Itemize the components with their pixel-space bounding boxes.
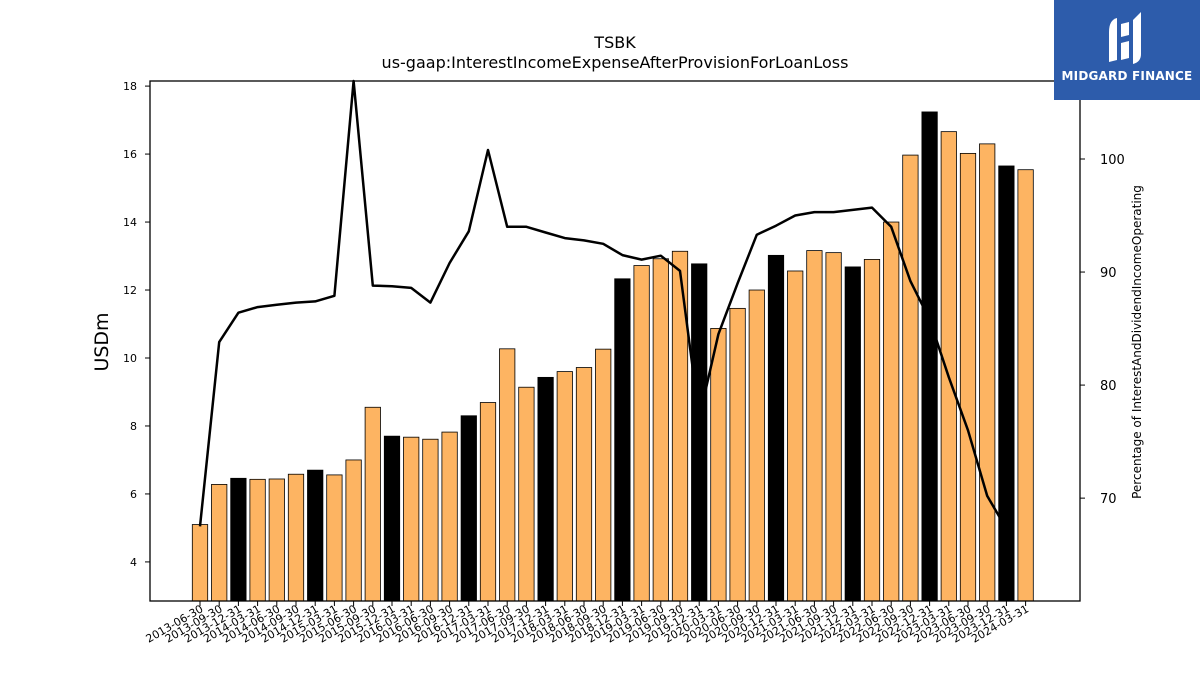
y-tick-label: 4 (130, 556, 137, 569)
bar (748, 289, 765, 602)
bar (345, 459, 362, 602)
bar (959, 152, 977, 602)
bar (422, 438, 439, 602)
y-tick-label: 6 (130, 488, 137, 501)
bar (883, 221, 900, 602)
bar (326, 474, 343, 602)
bar (364, 406, 381, 602)
y-tick-label: 16 (123, 148, 137, 161)
bar (902, 154, 919, 602)
bar (710, 328, 727, 602)
bar (499, 348, 516, 602)
bar (268, 478, 285, 602)
bar (825, 252, 842, 602)
bar (575, 367, 593, 602)
bar (518, 386, 535, 602)
brand-logo: MIDGARD FINANCE (1054, 0, 1200, 100)
logo-mark-icon (1109, 12, 1141, 64)
bar (403, 436, 420, 602)
y-tick-label: 18 (123, 80, 137, 93)
bar (211, 484, 228, 602)
y-tick-label: 12 (123, 284, 137, 297)
y2-tick-label: 90 (1100, 266, 1117, 281)
bar (537, 376, 554, 602)
bar (460, 415, 477, 602)
bar (249, 478, 266, 602)
bar (230, 477, 247, 602)
bar (307, 469, 324, 602)
bar (652, 258, 669, 602)
bar (787, 270, 804, 602)
bar (614, 278, 631, 602)
bar (921, 111, 938, 602)
bar (998, 165, 1015, 602)
bar (441, 431, 458, 602)
bar (595, 348, 612, 602)
bar (729, 307, 746, 602)
series-line (198, 79, 1008, 530)
chart-title: TSBK (594, 33, 636, 52)
plot-frame (149, 80, 1081, 602)
bar (479, 402, 497, 602)
bar (940, 131, 957, 602)
bar (691, 263, 708, 602)
bar (767, 254, 785, 602)
logo-text: MIDGARD FINANCE (1061, 69, 1193, 83)
bar (979, 143, 996, 602)
bar (863, 259, 881, 602)
bar (556, 371, 573, 602)
y2-tick-label: 100 (1100, 153, 1125, 168)
bar (806, 250, 823, 602)
bar (191, 524, 209, 602)
chart-subtitle: us-gaap:InterestIncomeExpenseAfterProvis… (381, 53, 849, 72)
y-tick-label: 14 (123, 216, 137, 229)
bar (1017, 169, 1034, 602)
bar (844, 266, 861, 602)
bar (633, 265, 650, 602)
y2-tick-label: 70 (1100, 492, 1117, 507)
y-tick-label: 10 (123, 352, 137, 365)
y-tick-label: 8 (130, 420, 137, 433)
y2-tick-label: 80 (1100, 379, 1117, 394)
bar (383, 435, 401, 602)
bar (287, 473, 305, 602)
